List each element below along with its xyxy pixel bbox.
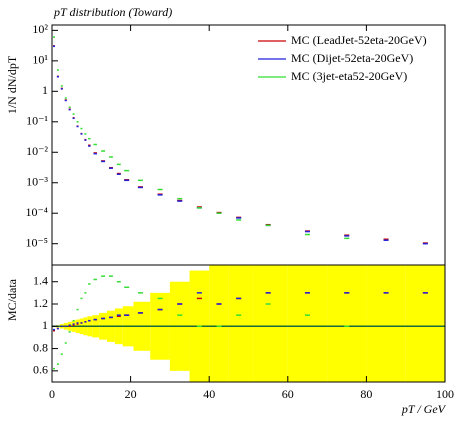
axes: 0 20 40 60 80 100 10² 10¹ 1 10⁻¹ 10⁻² 10⁻³ 10⁻⁴ 10⁻⁵ 0…: [25, 22, 454, 401]
ratio-axis-label: MC/data: [5, 278, 19, 321]
x-tick-label: 80: [360, 387, 372, 401]
legend-label: MC (Dijet-52eta-20GeV): [291, 51, 413, 65]
uncertainty-band: [327, 265, 367, 382]
uncertainty-band: [209, 265, 229, 382]
uncertainty-band: [366, 265, 406, 382]
x-tick-label: 40: [203, 387, 215, 401]
x-axis-label: pT / GeV: [401, 402, 447, 416]
ratio-y-tick-label: 1: [42, 318, 48, 332]
y-tick-label: 10¹: [32, 53, 48, 67]
y-tick-label: 10²: [32, 22, 48, 36]
uncertainty-band: [287, 265, 328, 382]
y-tick-label: 10⁻²: [26, 144, 48, 158]
y-tick-label: 10⁻³: [26, 174, 48, 188]
ratio-y-tick-label: 1.4: [33, 273, 48, 287]
y-tick-label: 1: [42, 83, 48, 97]
uncertainty-band: [405, 265, 445, 382]
uncertainty-band: [228, 265, 254, 382]
main-plot: [52, 36, 428, 245]
y-tick-label: 10⁻¹: [26, 114, 48, 128]
ratio-y-tick-label: 1.2: [33, 296, 48, 310]
legend-label: MC (LeadJet-52eta-20GeV): [291, 33, 427, 47]
ratio-y-tick-label: 0.6: [33, 363, 48, 377]
chart-title: pT distribution (Toward): [53, 5, 172, 19]
ratio-y-tick-label: 0.8: [33, 340, 48, 354]
x-tick-label: 100: [436, 387, 454, 401]
legend-label: MC (3jet-eta52-20GeV): [291, 69, 407, 83]
y-tick-label: 10⁻⁵: [25, 235, 48, 249]
x-tick-label: 20: [125, 387, 137, 401]
x-tick-label: 0: [49, 387, 55, 401]
ratio-plot: [52, 265, 445, 382]
y-axis-label: 1/N dN/dpT: [5, 55, 19, 114]
y-tick-label: 10⁻⁴: [25, 205, 48, 219]
uncertainty-band: [253, 265, 288, 382]
x-tick-label: 60: [282, 387, 294, 401]
ratio-frame: [51, 264, 446, 383]
